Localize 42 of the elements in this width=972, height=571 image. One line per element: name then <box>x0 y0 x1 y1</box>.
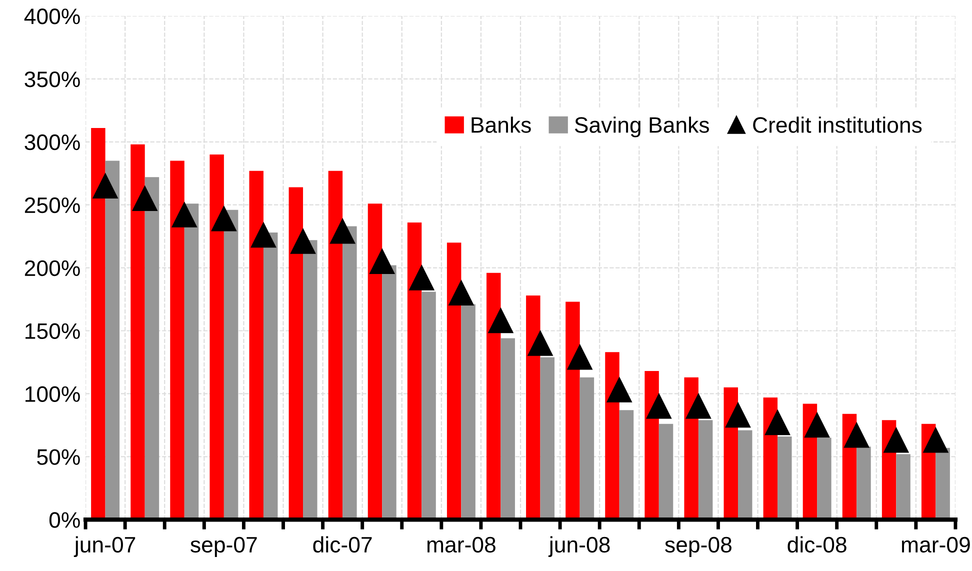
x-tick-label: mar-08 <box>427 536 496 553</box>
point <box>211 206 236 232</box>
point <box>290 228 316 254</box>
y-tick-label: 300% <box>24 134 80 150</box>
x-tick-label: dic-08 <box>788 536 846 553</box>
x-tick-label: mar-09 <box>902 536 970 553</box>
point <box>92 173 118 198</box>
point <box>646 394 672 419</box>
point <box>250 222 276 248</box>
y-tick-label: 400% <box>24 8 80 24</box>
point <box>448 280 474 306</box>
y-tick-label: 250% <box>24 197 80 214</box>
x-tick-label: dic-07 <box>313 536 372 553</box>
point <box>488 308 514 334</box>
x-tick-label: sep-08 <box>665 536 732 557</box>
point <box>686 394 711 419</box>
point <box>884 428 909 453</box>
legend-label: Banks <box>472 116 531 133</box>
y-tick-label: 100% <box>26 386 80 402</box>
point <box>804 412 830 438</box>
y-tick-label: 0% <box>49 512 80 528</box>
point <box>606 377 632 402</box>
point <box>172 202 197 228</box>
y-tick-label: 200% <box>24 260 80 276</box>
point <box>567 344 592 370</box>
point <box>765 410 790 436</box>
x-tick-label: jun-07 <box>74 536 136 557</box>
y-tick-label: 50% <box>37 449 80 465</box>
point <box>330 218 356 244</box>
point <box>923 428 948 453</box>
point <box>725 402 750 428</box>
y-tick-label: 350% <box>24 71 80 88</box>
point <box>409 265 434 290</box>
point <box>528 330 553 356</box>
x-tick-label: sep-07 <box>190 536 257 557</box>
point <box>370 249 395 274</box>
legend-label: Saving Banks <box>574 116 709 138</box>
x-tick-label: jun-08 <box>548 536 610 557</box>
legend-label: Credit institutions <box>753 116 922 133</box>
y-tick-label: 150% <box>26 323 80 340</box>
point <box>844 422 870 448</box>
point <box>132 186 158 212</box>
